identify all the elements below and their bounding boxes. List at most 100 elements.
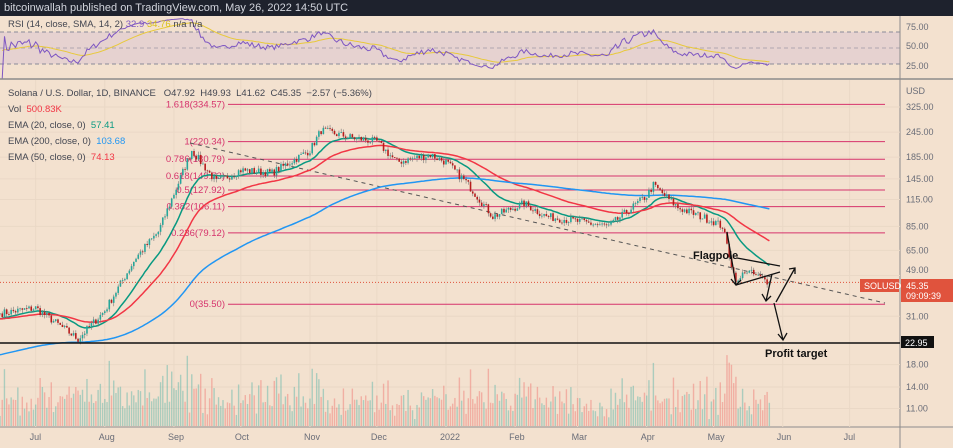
- volume-bar: [601, 406, 603, 426]
- volume-bar: [10, 397, 12, 426]
- candle-body: [66, 325, 68, 328]
- candle-body: [211, 172, 213, 180]
- volume-bar: [503, 393, 505, 426]
- candle-body: [184, 168, 186, 170]
- volume-bar: [233, 405, 235, 426]
- candle-body: [645, 197, 648, 200]
- volume-bar: [483, 402, 485, 426]
- volume-bar: [193, 388, 195, 426]
- volume-bar: [68, 386, 70, 426]
- fib-retracement: 1.618(334.57) 1(220.34) 0.786(180.79) 0.618…: [166, 99, 885, 310]
- candle-body: [293, 159, 296, 164]
- volume-bar: [19, 415, 21, 426]
- volume-bar: [710, 401, 713, 426]
- flag-annotation: [726, 231, 796, 342]
- candle-body: [503, 208, 505, 213]
- price-chart[interactable]: 1.618(334.57) 1(220.34) 0.786(180.79) 0.618…: [0, 16, 953, 448]
- candle-body: [434, 154, 436, 159]
- volume-bar: [55, 406, 57, 426]
- candle-body: [41, 311, 44, 315]
- volume-bar: [650, 410, 652, 426]
- candle-body: [12, 309, 15, 312]
- candle-body: [400, 161, 403, 164]
- fib-level-label: 0.786(180.79): [166, 154, 225, 165]
- volume-bar: [66, 394, 68, 426]
- volume-bar: [356, 399, 358, 426]
- volume-bar: [48, 397, 50, 426]
- candle-body: [757, 274, 759, 276]
- candle-body: [353, 137, 356, 140]
- candle-body: [525, 201, 528, 207]
- candle-body: [233, 176, 235, 178]
- volume-bar: [429, 398, 432, 426]
- volume-bar: [302, 396, 304, 426]
- rsi-na: n/a: [173, 19, 187, 30]
- volume-bar: [496, 394, 498, 426]
- candle-body: [1, 313, 4, 318]
- candle-body: [112, 296, 115, 303]
- volume-bar: [592, 410, 594, 426]
- price-tick: 145.00: [906, 174, 934, 184]
- candle-body: [300, 153, 302, 155]
- volume-bar: [715, 387, 717, 426]
- candle-body: [545, 214, 548, 217]
- profit-arrow: [773, 302, 788, 342]
- candle-body: [360, 136, 363, 141]
- volume-bar: [574, 411, 577, 426]
- candle-body: [59, 322, 62, 325]
- volume-bar: [148, 392, 151, 426]
- candle-body: [159, 224, 162, 232]
- volume-bar: [237, 384, 240, 426]
- volume-bar: [637, 396, 639, 426]
- volume-bar: [467, 398, 469, 426]
- candle-body: [570, 216, 572, 223]
- candle-body: [489, 213, 492, 217]
- volume-bar: [596, 416, 599, 426]
- volume-bar: [632, 385, 635, 426]
- volume-bar: [244, 395, 246, 426]
- candle-body: [474, 193, 476, 197]
- candle-body: [659, 188, 661, 190]
- candle-body: [119, 280, 122, 287]
- price-tick: 115.00: [906, 195, 933, 205]
- volume-bar: [92, 402, 95, 426]
- candle-body: [527, 201, 530, 207]
- volume-bar: [63, 398, 66, 426]
- candle-body: [318, 131, 320, 137]
- volume-bar: [594, 411, 597, 426]
- volume-bar: [501, 391, 503, 426]
- volume-bar: [113, 380, 115, 426]
- candle-body: [507, 207, 510, 210]
- volume-bar: [126, 392, 128, 426]
- volume-bar: [661, 401, 664, 426]
- volume-bar: [465, 413, 467, 426]
- volume-bar: [133, 395, 135, 426]
- volume-bar: [690, 409, 692, 426]
- candle-body: [592, 224, 594, 226]
- candle-body: [63, 325, 66, 328]
- chart-frame[interactable]: 1.618(334.57) 1(220.34) 0.786(180.79) 0.618…: [0, 16, 953, 448]
- volume-bar: [507, 410, 510, 426]
- candle-body: [166, 208, 169, 217]
- candle-body: [694, 213, 697, 215]
- volume-bar: [184, 401, 186, 426]
- candle-body: [587, 221, 590, 223]
- candle-body: [369, 142, 371, 143]
- time-tick: Aug: [99, 432, 115, 442]
- candle-body: [286, 163, 289, 166]
- candle-body: [175, 189, 177, 195]
- volume-bar: [371, 381, 374, 426]
- candle-body: [701, 218, 704, 220]
- candle-body: [735, 272, 737, 283]
- candle-body: [398, 158, 400, 162]
- candle-body: [215, 175, 218, 179]
- volume-bar: [724, 393, 726, 426]
- breakout-arrow: [775, 267, 796, 303]
- candle-body: [313, 142, 316, 146]
- flagpole-label: Flagpole: [693, 250, 738, 262]
- volume-bar: [226, 402, 229, 426]
- volume-bar: [14, 400, 17, 426]
- volume-bar: [768, 402, 771, 426]
- volume-bar: [211, 378, 213, 426]
- candle-body: [596, 224, 599, 226]
